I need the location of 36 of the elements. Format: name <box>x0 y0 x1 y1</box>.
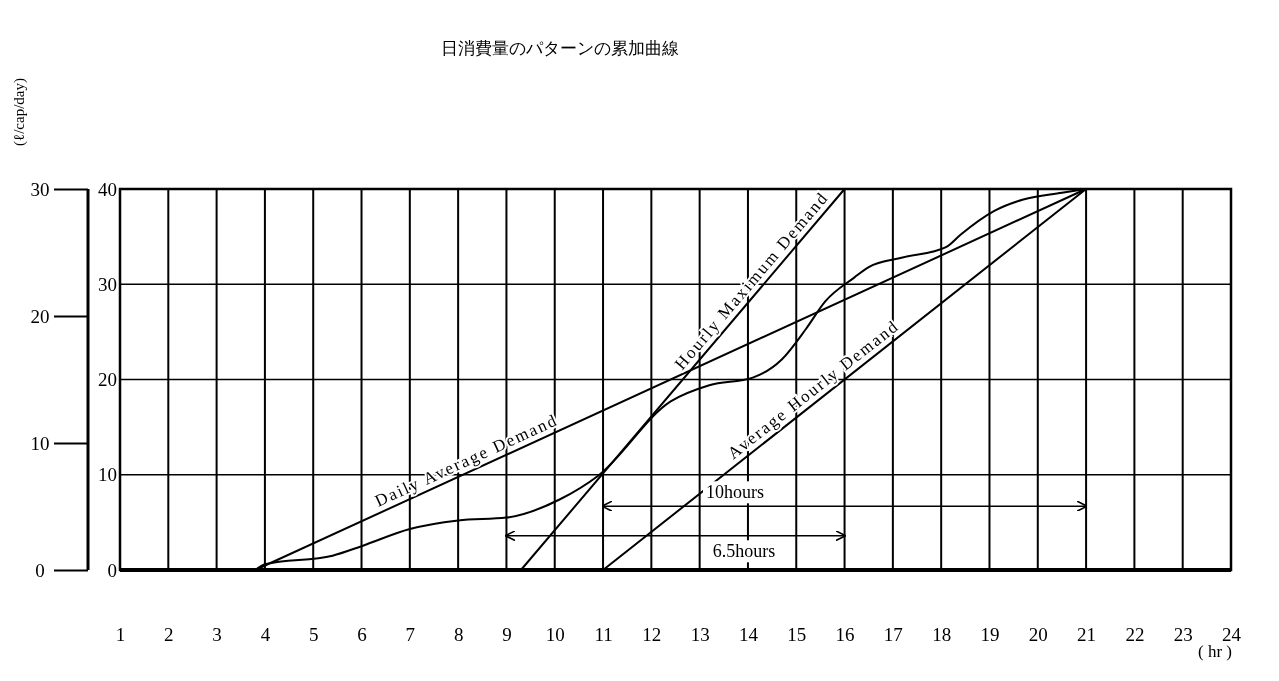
y-tick-label: 20 <box>98 369 117 391</box>
y-tick-label: 30 <box>98 273 117 295</box>
x-tick-label: 2 <box>164 624 174 646</box>
x-tick-label: 3 <box>212 624 222 646</box>
y2-tick-label: 10 <box>30 432 50 454</box>
x-tick-label: 11 <box>594 624 613 646</box>
x-tick-label: 8 <box>453 624 464 646</box>
y2-tick-label: 0 <box>35 559 45 581</box>
x-tick-label: 1 <box>115 624 126 646</box>
x-tick-label: 10 <box>545 624 565 646</box>
x-tick-label: 14 <box>738 624 759 646</box>
y-tick-label: 0 <box>107 559 117 581</box>
y2-tick-label: 30 <box>30 178 50 200</box>
y-tick-label: 40 <box>98 178 117 200</box>
x-tick-label: 4 <box>260 624 271 646</box>
x-tick-label: 18 <box>932 624 952 646</box>
x-tick-label: 7 <box>405 624 416 646</box>
chart-title: 日消費量のパターンの累加曲線 <box>441 39 679 58</box>
x-tick-label: 15 <box>787 624 807 646</box>
x-tick-label: 20 <box>1028 624 1048 646</box>
x-tick-label: 13 <box>690 624 710 646</box>
x-tick-label: 19 <box>980 624 1000 646</box>
x-tick-label: 12 <box>642 624 662 646</box>
y-tick-label: 10 <box>98 464 117 486</box>
x-tick-label: 22 <box>1125 624 1145 646</box>
x-tick-label: 16 <box>835 624 855 646</box>
x-tick-label: 23 <box>1173 624 1193 646</box>
annotation: 10hours <box>706 482 764 503</box>
y2-tick-label: 20 <box>30 305 50 327</box>
annotation: 6.5hours <box>712 541 776 562</box>
y2-axis-title: (ℓ/cap/day) <box>11 78 28 146</box>
x-tick-label: 17 <box>883 624 903 646</box>
x-tick-label: 21 <box>1077 624 1097 646</box>
x-tick-label: 6 <box>357 624 367 646</box>
x-tick-label: 5 <box>308 624 319 646</box>
x-tick-label: 9 <box>502 624 512 646</box>
